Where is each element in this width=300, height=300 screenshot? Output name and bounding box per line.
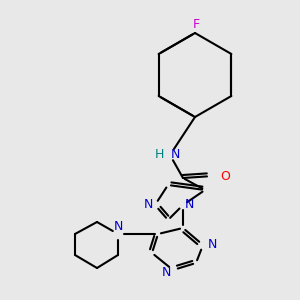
Text: H: H <box>154 148 164 161</box>
Text: F: F <box>192 17 200 31</box>
Text: N: N <box>185 199 194 212</box>
Text: O: O <box>220 169 230 182</box>
Text: N: N <box>113 220 123 233</box>
Text: N: N <box>162 266 171 280</box>
Text: N: N <box>144 199 153 212</box>
Text: N: N <box>208 238 218 251</box>
Text: N: N <box>171 148 180 161</box>
